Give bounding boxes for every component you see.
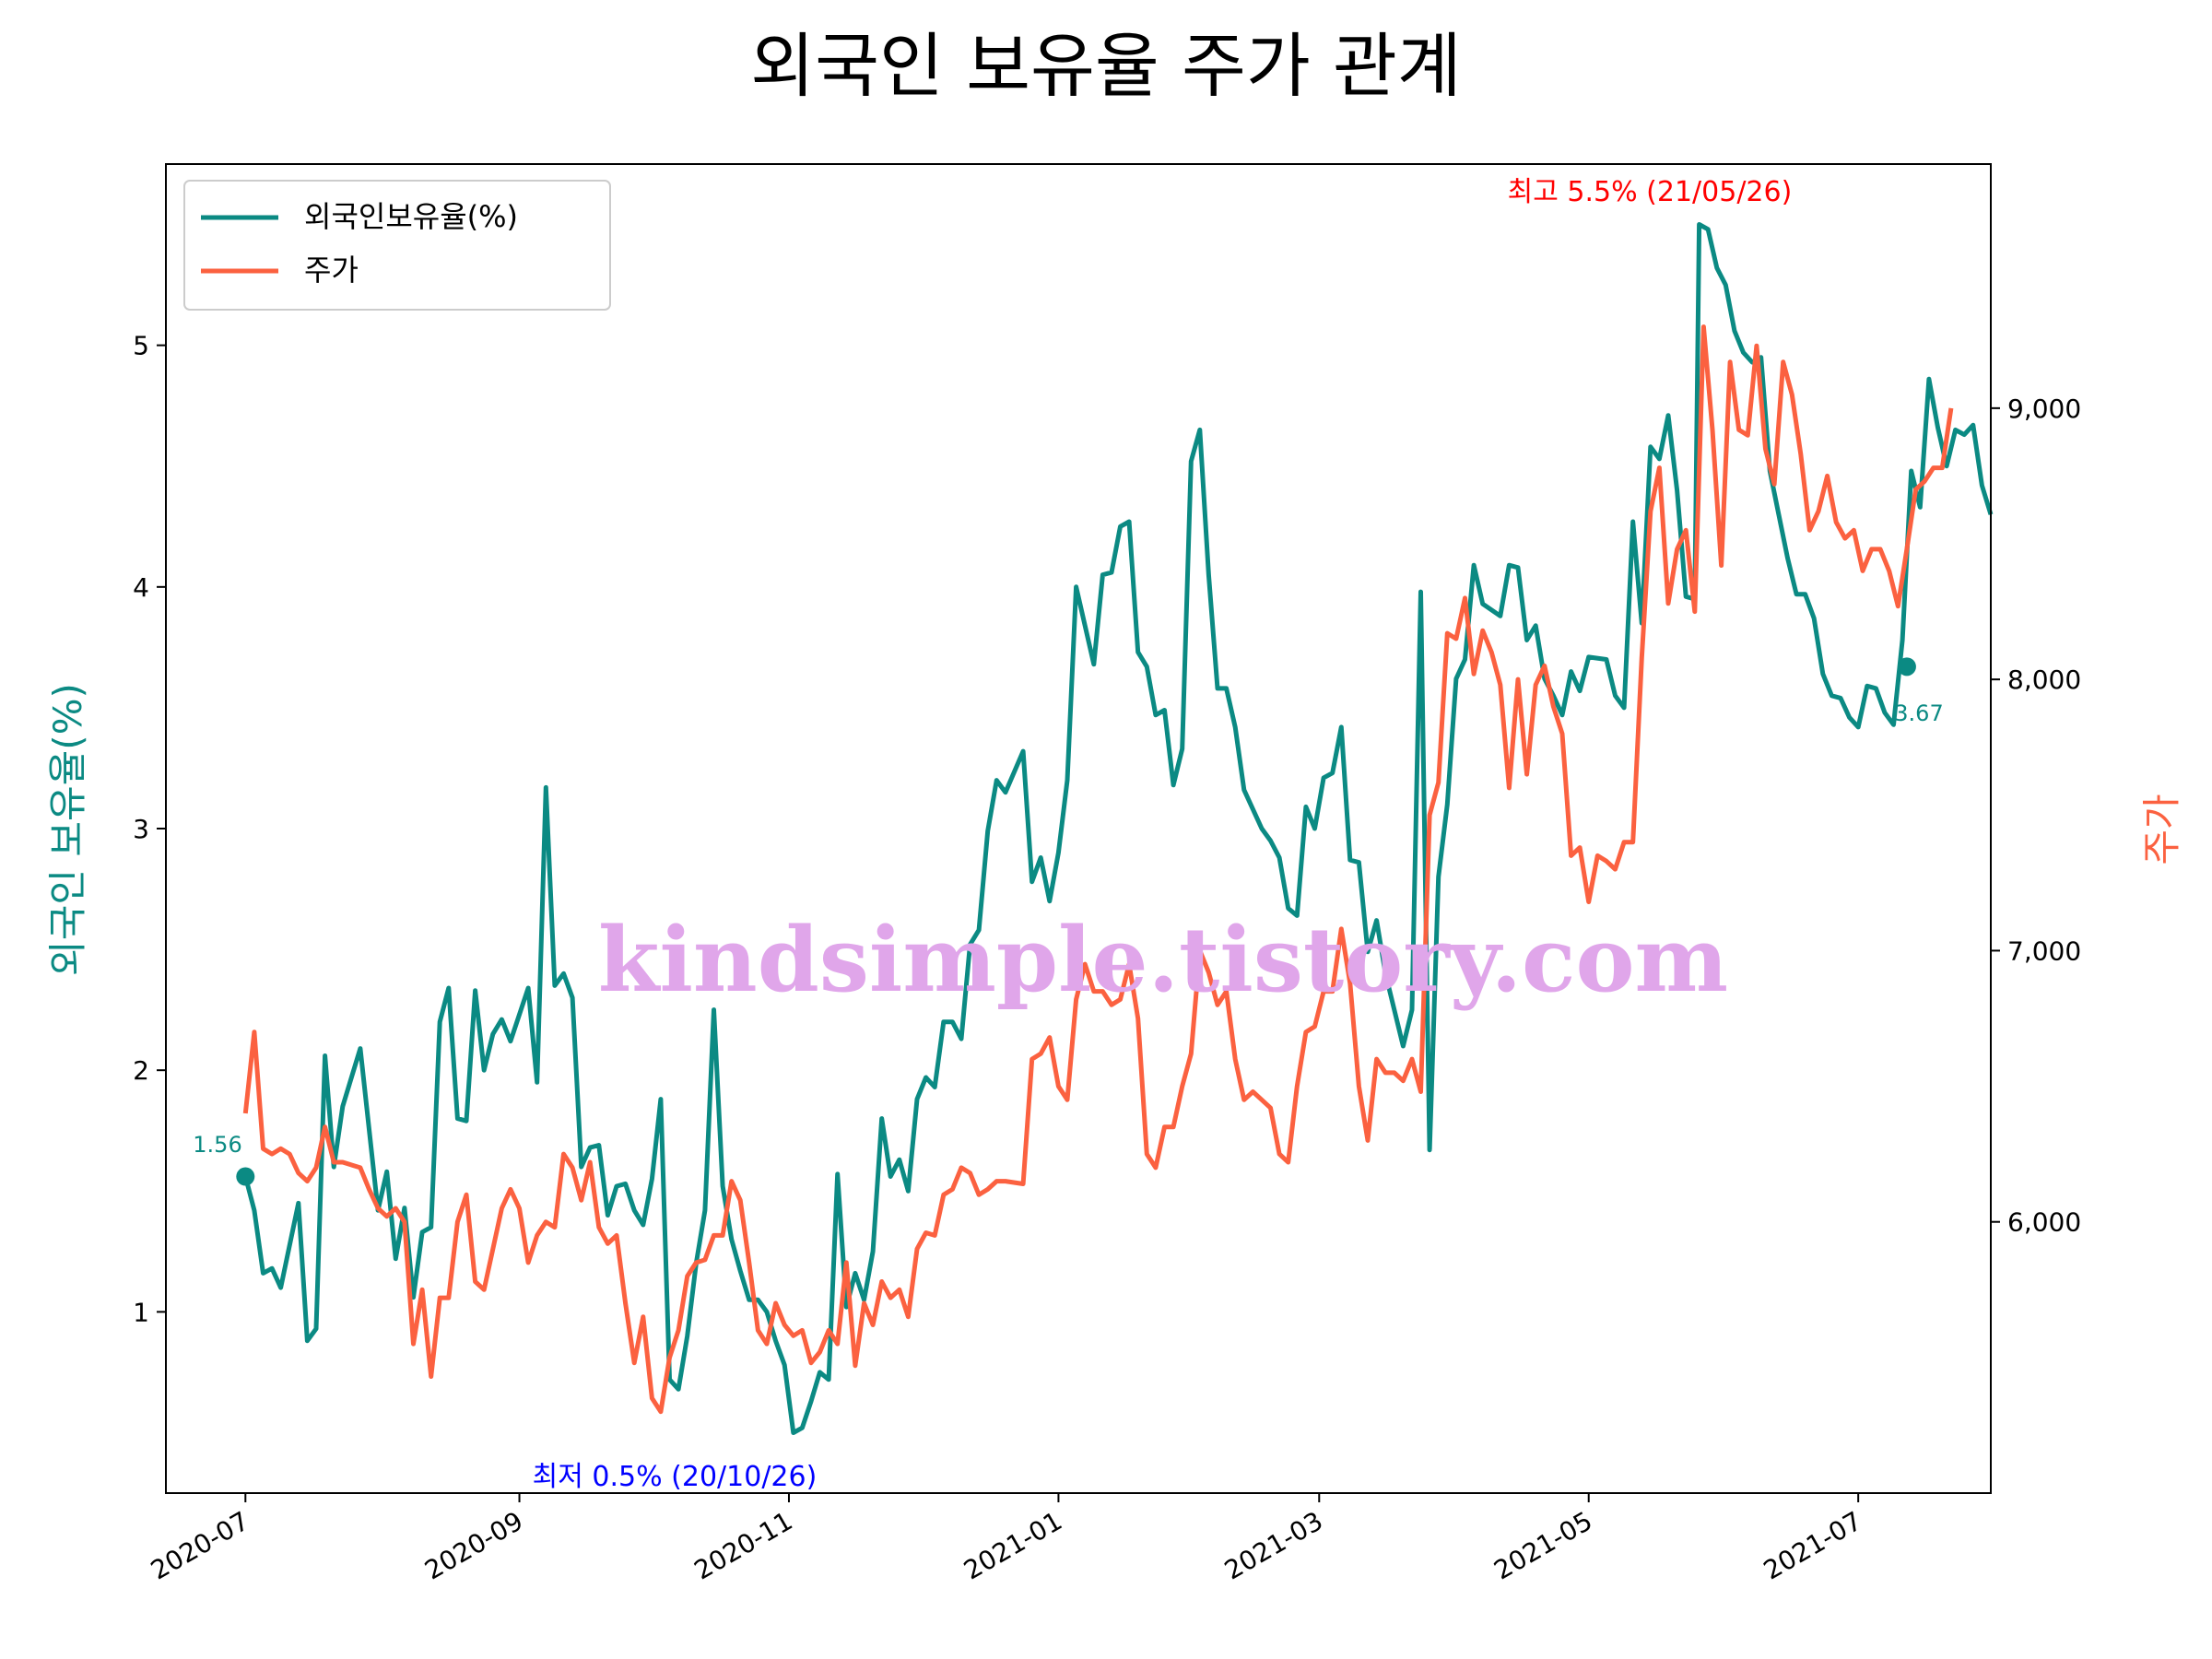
left-axis-ticks: 1 2 3 4 5 — [133, 331, 166, 1327]
start-value-label: 1.56 — [193, 1132, 241, 1158]
right-tick-label: 8,000 — [2007, 665, 2081, 695]
right-axis-ticks: 6,000 7,000 8,000 9,000 — [1991, 394, 2081, 1238]
legend: 외국인보유율(%) 주가 — [183, 180, 611, 311]
right-tick-label: 6,000 — [2007, 1207, 2081, 1238]
watermark: kindsimple.tistory.com — [598, 908, 1728, 1012]
right-tick-label: 7,000 — [2007, 935, 2081, 966]
legend-label-price: 주가 — [304, 253, 359, 288]
series-line-holding — [242, 222, 1994, 1435]
y-right-axis-label: 주가 — [2139, 794, 2184, 865]
left-tick-label: 3 — [133, 814, 149, 844]
plot-area — [236, 222, 1994, 1435]
left-tick-label: 5 — [133, 331, 149, 361]
end-value-label: 3.67 — [1894, 700, 1943, 726]
legend-box — [183, 180, 611, 311]
series-line-price — [242, 324, 1954, 1415]
left-tick-label: 1 — [133, 1297, 149, 1327]
min-annotation: 최저 0.5% (20/10/26) — [533, 1461, 818, 1493]
y-left-axis-label: 외국인 보유율(%) — [45, 683, 90, 976]
legend-label-holding: 외국인보유율(%) — [304, 199, 518, 234]
left-tick-label: 4 — [133, 572, 149, 603]
chart-title: 외국인 보유율 주가 관계 — [750, 25, 1462, 107]
start-point-marker — [236, 1167, 255, 1186]
max-annotation: 최고 5.5% (21/05/26) — [1508, 176, 1793, 208]
end-point-marker — [1897, 657, 1916, 677]
right-tick-label: 9,000 — [2007, 394, 2081, 424]
left-tick-label: 2 — [133, 1055, 149, 1086]
